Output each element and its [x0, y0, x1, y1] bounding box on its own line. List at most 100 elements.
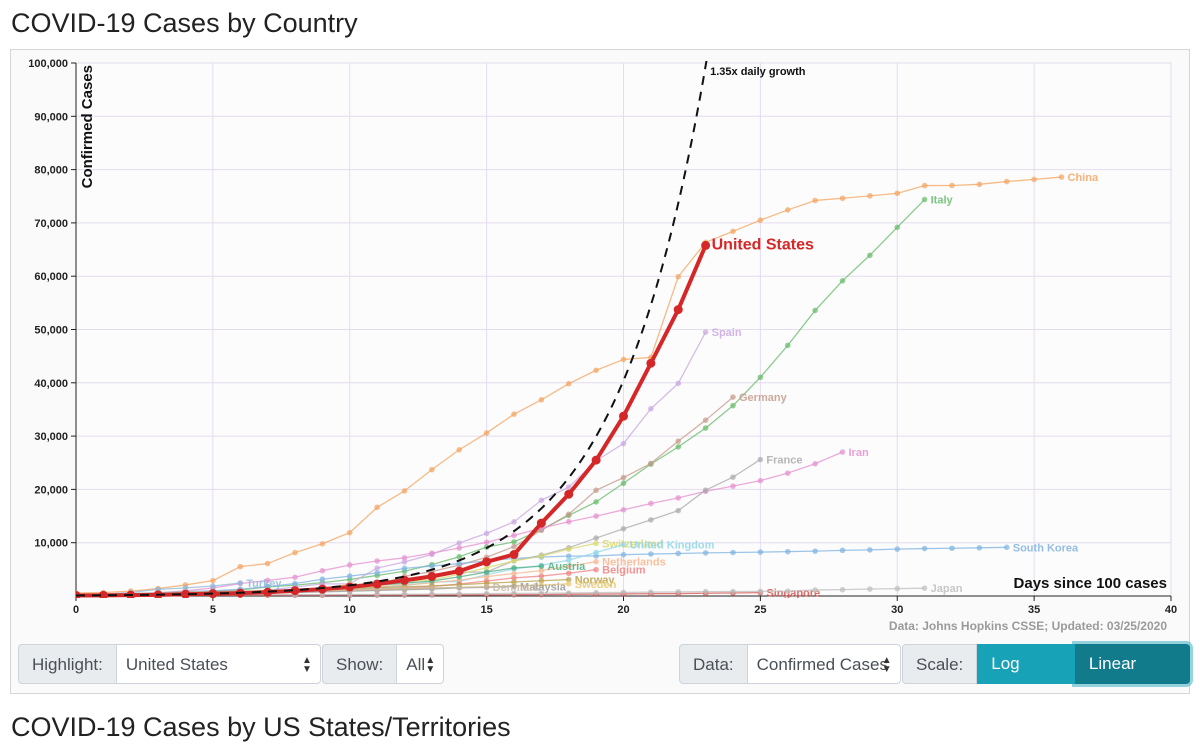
cases-chart: 0 5 10 15 20 25 30 35 40 10,000 20,000 30,000 40,000… — [28, 58, 1177, 633]
y-tick-label: 10,000 — [34, 538, 68, 550]
data-point — [949, 545, 955, 552]
data-point — [894, 224, 901, 231]
select-arrows-icon: ▲ ▼ — [301, 655, 312, 675]
data-point — [675, 438, 682, 444]
data-point — [538, 577, 545, 584]
data-point — [867, 586, 873, 592]
data-point — [511, 558, 517, 564]
data-point — [620, 440, 627, 447]
data-point — [374, 570, 380, 576]
data-point — [702, 329, 709, 335]
data-point — [648, 517, 654, 523]
series-label: United States — [712, 236, 814, 253]
series-label: Denmark — [493, 582, 541, 594]
data-point — [98, 590, 108, 598]
data-point — [620, 507, 627, 513]
data-point — [509, 550, 519, 560]
show-select[interactable]: All ▲ ▼ — [397, 644, 445, 684]
show-group: Show: All ▲ ▼ — [322, 644, 445, 684]
data-point — [483, 530, 490, 537]
log-scale-button[interactable]: Log Scale — [977, 644, 1075, 713]
data-point — [812, 587, 818, 593]
linear-scale-button[interactable]: Linear Scale — [1074, 644, 1190, 713]
series-label: United Kingdom — [630, 540, 715, 552]
series-label: Austria — [547, 561, 586, 573]
data-point — [620, 525, 627, 532]
data-point — [483, 573, 490, 580]
source-note: Data: Johns Hopkins CSSE; Updated: 03/25… — [889, 619, 1167, 633]
data-point — [483, 539, 490, 546]
data-point — [511, 583, 517, 590]
section-title-us-states: COVID-19 Cases by US States/Territories — [11, 712, 511, 742]
data-point — [1031, 176, 1037, 183]
data-point — [292, 574, 298, 581]
x-tick-label: 25 — [754, 604, 766, 616]
data-point — [511, 565, 517, 571]
highlight-select[interactable]: United States ▲ ▼ — [116, 644, 321, 684]
select-arrows-icon: ▲ ▼ — [425, 655, 436, 675]
data-point — [730, 588, 736, 595]
x-tick-label: 5 — [210, 604, 216, 616]
data-point — [511, 532, 517, 539]
data-point — [565, 557, 572, 563]
data-point — [648, 405, 654, 412]
data-point — [292, 580, 298, 587]
series-label: Iran — [849, 447, 869, 459]
data-point — [565, 570, 572, 577]
data-point — [757, 217, 764, 223]
data-point — [702, 425, 709, 431]
data-point — [565, 590, 572, 596]
data-point — [648, 551, 654, 557]
data-point — [264, 560, 271, 567]
data-point — [867, 252, 873, 259]
data-point — [511, 543, 517, 550]
data-point — [839, 586, 846, 593]
data-point — [593, 487, 599, 494]
data-point — [483, 569, 490, 575]
data-point — [290, 586, 300, 596]
data-point — [730, 483, 736, 489]
series-label: Switzerland — [602, 538, 663, 550]
highlight-group: Highlight: United States ▲ ▼ — [18, 644, 321, 684]
series-label: Malaysia — [520, 581, 567, 593]
data-point — [620, 589, 627, 596]
data-point — [784, 548, 791, 555]
data-point — [538, 573, 545, 579]
data-point — [921, 196, 928, 203]
y-tick-label: 40,000 — [34, 378, 68, 390]
data-label: Data: — [679, 644, 748, 684]
data-point — [757, 374, 764, 381]
data-point — [374, 565, 380, 571]
data-point — [182, 585, 189, 591]
series-label: France — [766, 455, 802, 467]
data-point — [565, 576, 572, 583]
x-tick-label: 30 — [891, 604, 903, 616]
data-point — [976, 181, 983, 188]
series-label: Norway — [575, 575, 616, 587]
data-select[interactable]: Confirmed Cases ▲ ▼ — [747, 644, 901, 684]
data-point — [730, 474, 736, 480]
data-point — [456, 591, 463, 597]
x-tick-label: 20 — [617, 604, 629, 616]
data-point — [374, 504, 380, 511]
data-point — [757, 588, 764, 595]
show-label: Show: — [322, 644, 398, 684]
data-point — [538, 567, 545, 574]
data-point — [620, 551, 627, 558]
data-point — [538, 497, 545, 504]
data-point — [702, 487, 709, 493]
data-point — [292, 549, 298, 556]
select-arrows-icon: ▲ ▼ — [881, 655, 892, 675]
data-point — [730, 549, 736, 556]
data-point — [591, 455, 601, 465]
data-point — [263, 587, 273, 597]
data-point — [921, 182, 928, 189]
x-tick-label: 40 — [1165, 604, 1177, 616]
data-point — [319, 567, 326, 574]
data-point — [456, 446, 463, 453]
data-point — [401, 565, 408, 572]
data-point — [401, 488, 408, 494]
data-point — [784, 342, 791, 349]
data-point — [620, 541, 627, 548]
data-point — [565, 511, 572, 518]
